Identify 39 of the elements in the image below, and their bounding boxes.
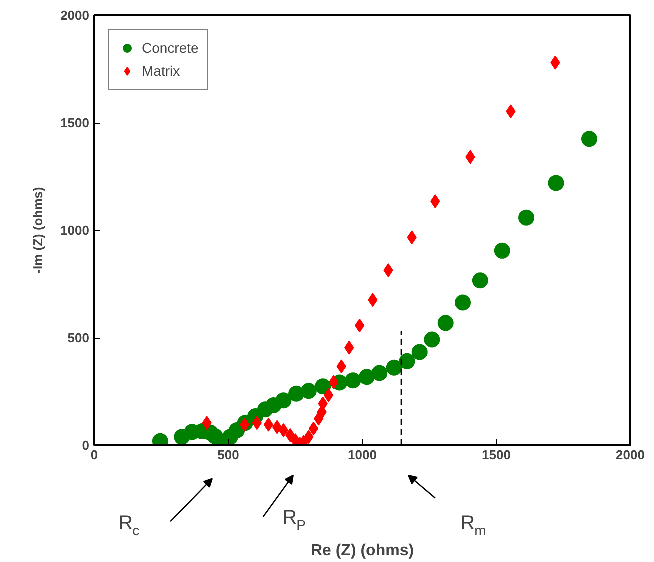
point [264, 418, 274, 432]
point [354, 318, 365, 333]
point [345, 372, 362, 389]
y-tick-label: 1000 [60, 223, 90, 238]
point [581, 131, 598, 148]
point [328, 375, 339, 390]
y-tick-label: 2000 [60, 8, 90, 23]
x-tick-label: 1000 [348, 448, 377, 462]
y-axis-title: -Im (Z) (ohms) [30, 187, 46, 274]
y-tick-label: 0 [82, 438, 90, 453]
point [288, 386, 305, 402]
point [518, 210, 535, 226]
point [372, 365, 388, 382]
point [324, 388, 334, 402]
x-tick-label: 1500 [482, 448, 511, 462]
point [455, 294, 471, 311]
point [494, 242, 510, 259]
point [412, 344, 428, 360]
x-tick-label: 500 [218, 448, 240, 462]
point [399, 353, 416, 370]
point [276, 392, 292, 409]
legend-label: Matrix [142, 63, 180, 79]
y-tick-label: 1500 [60, 116, 90, 130]
point [252, 416, 262, 430]
legend-label: Concrete [142, 40, 199, 56]
x-axis-title: Re (Z) (ohms) [310, 542, 414, 560]
point [548, 175, 564, 192]
point [278, 423, 289, 438]
point [315, 378, 332, 395]
point [386, 360, 402, 376]
y-tick-label: 500 [68, 330, 90, 346]
point [308, 422, 319, 436]
point [359, 369, 376, 386]
point [272, 420, 282, 434]
point [424, 332, 440, 348]
point [438, 315, 454, 332]
point [300, 383, 317, 400]
point [472, 272, 488, 289]
x-tick-label: 2000 [616, 448, 645, 462]
